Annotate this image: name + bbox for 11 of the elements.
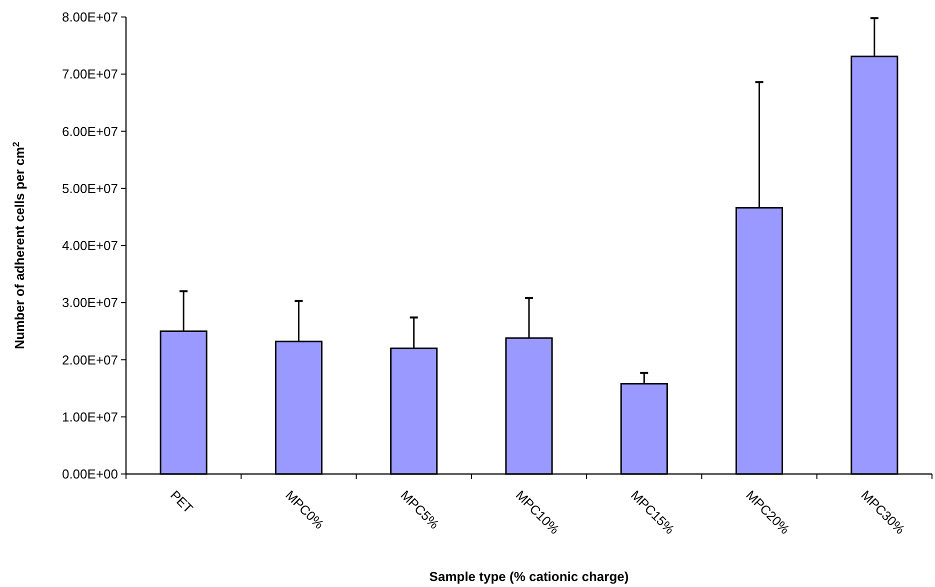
y-tick-label: 4.00E+07 xyxy=(62,238,118,254)
y-tick-label: 7.00E+07 xyxy=(62,66,118,82)
y-tick-label: 6.00E+07 xyxy=(62,124,118,139)
y-tick-label: 5.00E+07 xyxy=(62,180,118,196)
y-tick-label: 1.00E+07 xyxy=(62,409,118,424)
y-tick-label: 0.00E+00 xyxy=(62,466,118,482)
y-tick-label: 8.00E+07 xyxy=(62,10,118,25)
x-tick-label: PET xyxy=(167,488,196,516)
y-tick-label: 3.00E+07 xyxy=(62,295,118,310)
y-tick-label: 2.00E+07 xyxy=(62,352,118,368)
x-axis-title: Sample type (% cationic charge) xyxy=(429,569,629,584)
